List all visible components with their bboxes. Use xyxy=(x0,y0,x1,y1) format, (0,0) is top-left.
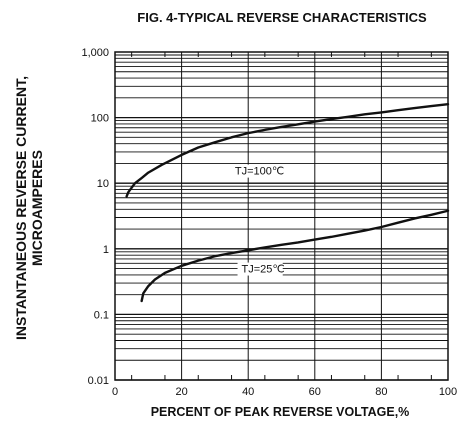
series-label-bg-0 xyxy=(230,164,283,178)
x-tick-label: 60 xyxy=(309,386,321,398)
x-tick-label: 100 xyxy=(439,386,457,398)
series-label-0: TJ=100℃ xyxy=(235,166,284,178)
y-tick-label: 0.1 xyxy=(94,309,109,321)
y-tick-label: 100 xyxy=(91,113,109,125)
x-tick-label: 20 xyxy=(175,386,187,398)
series-line-1 xyxy=(140,209,450,303)
x-tick-label: 40 xyxy=(242,386,254,398)
x-tick-label: 0 xyxy=(112,386,118,398)
tick-labels: 0.01 0.1 1 10 100 1,000 0 20 40 60 80 100 xyxy=(81,47,457,398)
grid xyxy=(114,52,449,381)
y-tick-label: 1,000 xyxy=(81,47,109,59)
series-line-0 xyxy=(125,103,450,198)
x-tick-label: 80 xyxy=(375,386,387,398)
plot-frame xyxy=(114,51,449,381)
x-axis-label: PERCENT OF PEAK REVERSE VOLTAGE,% xyxy=(150,405,410,419)
y-tick-label: 0.01 xyxy=(88,375,109,387)
series-label-1: TJ=25℃ xyxy=(242,264,285,276)
chart-title: FIG. 4-TYPICAL REVERSE CHARACTERISTICS xyxy=(137,10,427,25)
series-label-bg-1 xyxy=(237,262,283,276)
y-tick-label: 10 xyxy=(97,178,109,190)
y-tick-label: 1 xyxy=(103,244,109,256)
series: TJ=100℃ TJ=25℃ xyxy=(125,103,450,303)
